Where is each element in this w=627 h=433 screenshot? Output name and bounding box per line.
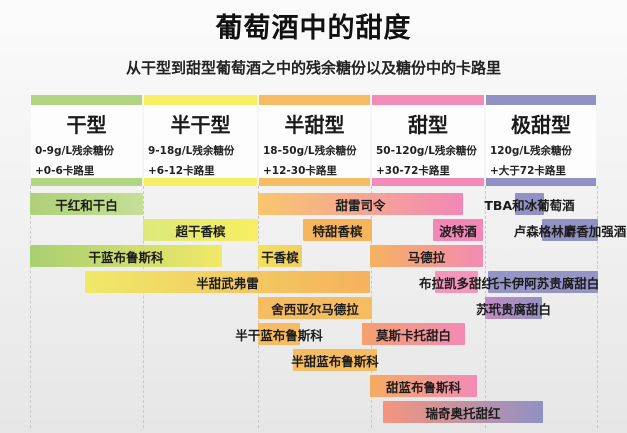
column-title: 干型 bbox=[66, 113, 107, 137]
wine-bar: 半甜武弗雷 bbox=[85, 271, 370, 293]
column-strip-bottom bbox=[486, 178, 596, 186]
wine-bar: 卢森格林麝香加强酒 bbox=[514, 219, 626, 241]
wine-bar: 半干蓝布鲁斯科 bbox=[235, 323, 323, 345]
column-sugar-range: 120g/L残余糖份 bbox=[490, 145, 572, 157]
wine-bar: 舍西亚尔马德拉 bbox=[258, 297, 372, 319]
wine-bar-label: 瑞奇奥托甜红 bbox=[425, 405, 501, 421]
column-strip-bottom bbox=[372, 178, 484, 186]
wine-bar-label: 超干香槟 bbox=[175, 223, 226, 239]
column-title: 甜型 bbox=[408, 113, 448, 137]
wine-bar-label: 甜蓝布鲁斯科 bbox=[385, 379, 461, 395]
wine-bar-label: 莫斯卡托甜白 bbox=[375, 327, 451, 343]
column-sugar-range: 9-18g/L残余糖份 bbox=[148, 145, 235, 157]
wine-bar: 干香槟 bbox=[258, 245, 302, 267]
column-title: 半干型 bbox=[170, 113, 231, 137]
column-sugar-range: 0-9g/L残余糖份 bbox=[35, 145, 115, 157]
wine-bar-label: 苏玳贵腐甜白 bbox=[476, 301, 552, 317]
wine-bar: 特甜香槟 bbox=[303, 219, 372, 241]
column-gridline bbox=[143, 186, 144, 428]
column-strip-top bbox=[144, 95, 257, 105]
wine-bar-label: 波特酒 bbox=[439, 223, 477, 239]
wine-bar-label: 布拉凯多甜红 bbox=[419, 275, 495, 291]
wine-bar-label: TBA和冰葡萄酒 bbox=[484, 197, 575, 213]
wine-bar: 波特酒 bbox=[433, 219, 483, 241]
wine-bar-label: 舍西亚尔马德拉 bbox=[271, 301, 359, 317]
wine-bar: 甜雷司令 bbox=[258, 193, 463, 215]
column-sugar-range: 50-120g/L残余糖份 bbox=[376, 145, 477, 157]
wine-bar-label: 特甜香槟 bbox=[312, 223, 363, 239]
column-gridline bbox=[597, 186, 598, 428]
wine-bar-label: 半干蓝布鲁斯科 bbox=[235, 327, 323, 343]
page-title: 葡萄酒中的甜度 bbox=[215, 13, 412, 44]
column-strip-top bbox=[31, 95, 142, 105]
column-strip-top bbox=[486, 95, 596, 105]
wine-bar-label: 干香槟 bbox=[261, 249, 299, 265]
column-title: 极甜型 bbox=[511, 113, 571, 137]
column-calorie-range: +12-30卡路里 bbox=[263, 165, 337, 177]
wine-bar-label: 托卡伊阿苏贵腐甜白 bbox=[486, 275, 600, 291]
wine-bar-label: 干蓝布鲁斯科 bbox=[88, 249, 164, 265]
column-calorie-range: +6-12卡路里 bbox=[148, 165, 215, 177]
wine-bar: 半甜蓝布鲁斯科 bbox=[291, 349, 379, 371]
wine-bar: 马德拉 bbox=[370, 245, 483, 267]
column-strip-top bbox=[372, 95, 484, 105]
column-strip-bottom bbox=[259, 178, 370, 186]
wine-bar: 干蓝布鲁斯科 bbox=[30, 245, 222, 267]
wine-bar-label: 半甜蓝布鲁斯科 bbox=[291, 353, 379, 369]
column-strip-top bbox=[259, 95, 370, 105]
wine-bar: 超干香槟 bbox=[143, 219, 258, 241]
column-strip-bottom bbox=[144, 178, 257, 186]
column-calorie-range: +0-6卡路里 bbox=[35, 165, 95, 177]
page-subtitle: 从干型到甜型葡萄酒之中的残余糖份以及糖份中的卡路里 bbox=[125, 59, 501, 77]
wine-bar: 甜蓝布鲁斯科 bbox=[370, 375, 477, 397]
wine-bar-label: 甜雷司令 bbox=[335, 197, 386, 213]
column-sugar-range: 18-50g/L残余糖份 bbox=[263, 145, 357, 157]
column-title: 半甜型 bbox=[284, 113, 345, 137]
wine-bar: TBA和冰葡萄酒 bbox=[484, 193, 575, 215]
wine-bar: 瑞奇奥托甜红 bbox=[383, 401, 543, 423]
wine-bar: 干红和干白 bbox=[30, 193, 143, 215]
wine-bar: 莫斯卡托甜白 bbox=[362, 323, 465, 345]
wine-bar-label: 干红和干白 bbox=[55, 197, 118, 213]
column-gridline bbox=[30, 186, 31, 428]
wine-bar: 布拉凯多甜红 bbox=[419, 271, 494, 293]
wine-bar: 苏玳贵腐甜白 bbox=[476, 297, 551, 319]
wine-bar-label: 半甜武弗雷 bbox=[196, 275, 259, 291]
column-strip-bottom bbox=[31, 178, 142, 186]
column-calorie-range: +30-72卡路里 bbox=[376, 165, 450, 177]
wine-bar-label: 马德拉 bbox=[407, 249, 446, 265]
wine-bar-label: 卢森格林麝香加强酒 bbox=[513, 223, 627, 239]
wine-bar: 托卡伊阿苏贵腐甜白 bbox=[486, 271, 600, 293]
column-calorie-range: +大于72卡路里 bbox=[490, 165, 566, 177]
